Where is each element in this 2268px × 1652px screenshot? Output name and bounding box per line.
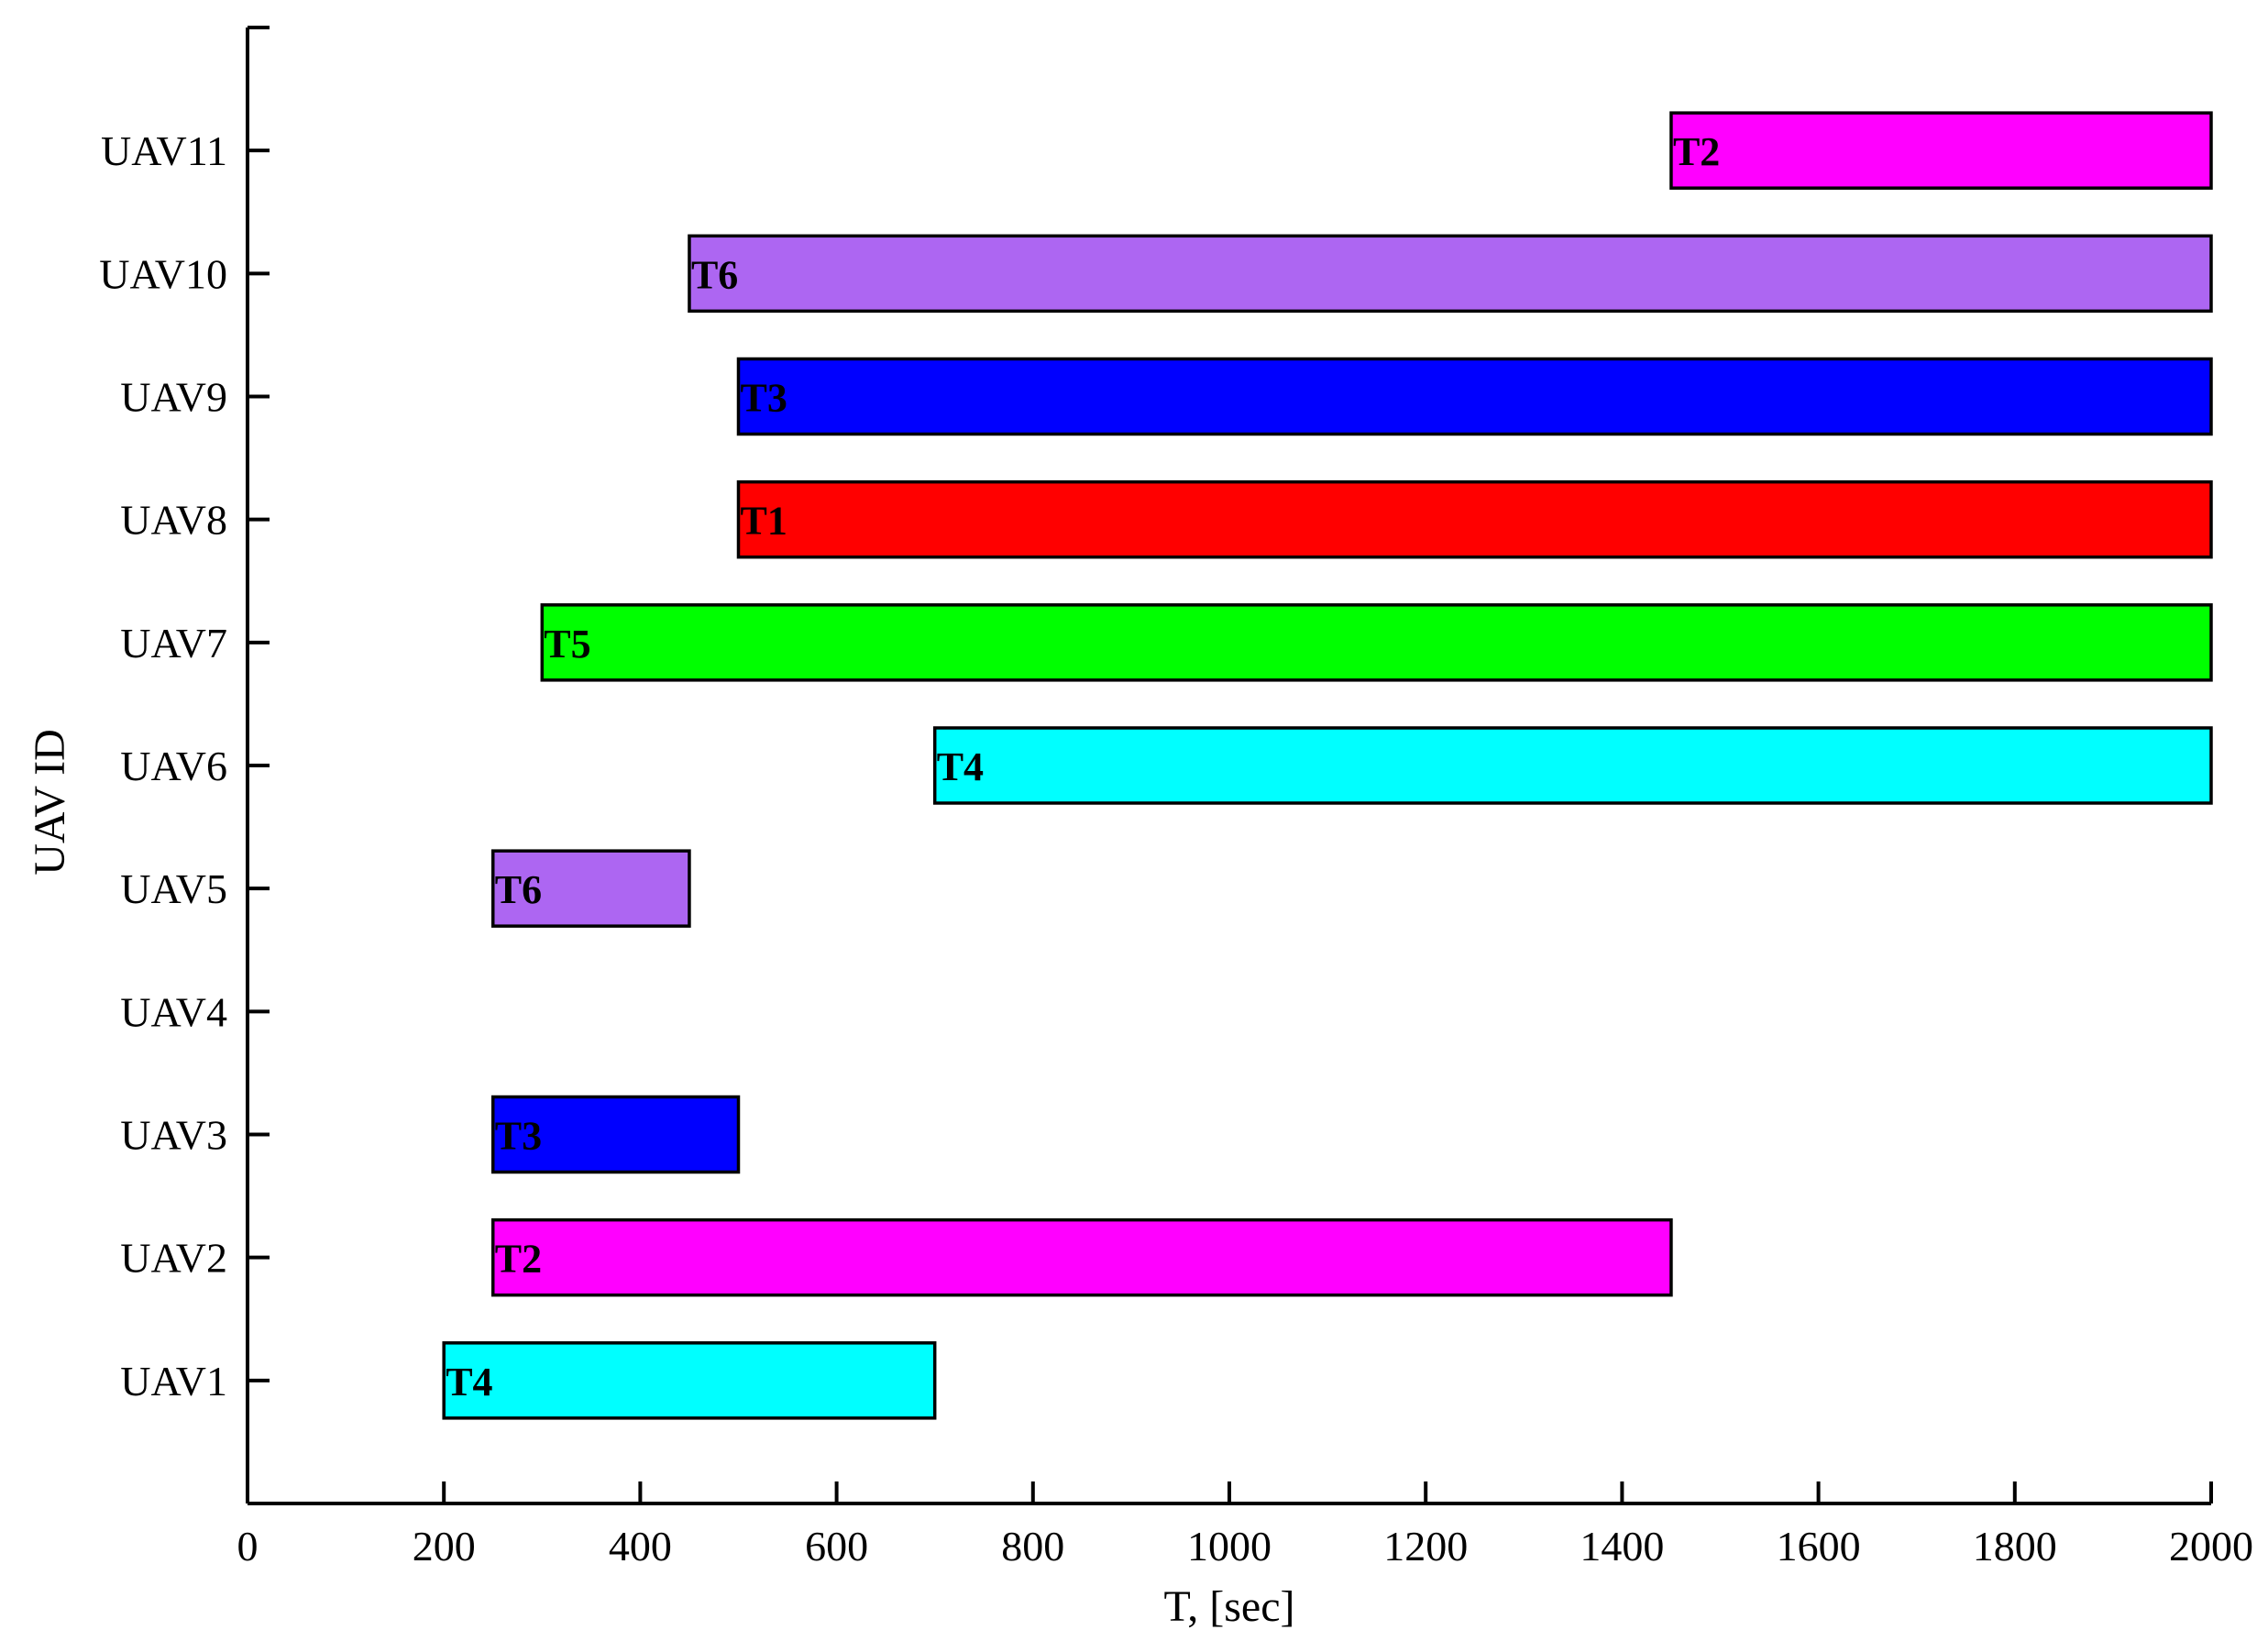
bar-label-uav2: T2 — [495, 1237, 542, 1282]
x-axis-title: T, [sec] — [1163, 1582, 1294, 1631]
bar-uav3 — [491, 1095, 741, 1174]
bar-uav10 — [688, 234, 2213, 314]
y-tick-label: UAV7 — [120, 620, 227, 666]
y-tick-label: UAV2 — [120, 1235, 227, 1282]
bar-label-uav8: T1 — [741, 499, 787, 544]
x-tick-label: 800 — [1001, 1523, 1064, 1569]
bar-label-uav3: T3 — [495, 1114, 542, 1159]
bar-uav9 — [736, 357, 2213, 436]
x-ticks: 0 200 400 600 800 1000 1200 1400 1600 1800 2000 — [237, 1481, 2253, 1569]
x-tick-label: 1200 — [1383, 1523, 1468, 1569]
bar-uav7 — [540, 603, 2213, 682]
y-tick-label: UAV9 — [120, 374, 227, 421]
bar-label-uav9: T3 — [741, 376, 787, 421]
y-tick-label: UAV11 — [101, 127, 227, 174]
y-ticks: UAV1 UAV2 UAV3 UAV4 UAV5 UAV6 UAV7 UAV8 UAV9 UAV1… — [99, 127, 270, 1404]
bars-layer: T4 T2 T3 T6 T4 T5 T1 T3 T6 T2 — [442, 111, 2213, 1420]
y-tick-label: UAV10 — [99, 250, 227, 297]
bar-uav8 — [736, 479, 2213, 559]
y-tick-label: UAV6 — [120, 743, 227, 789]
bar-label-uav10: T6 — [691, 252, 738, 297]
bar-label-uav6: T4 — [937, 744, 984, 789]
bar-label-uav1: T4 — [446, 1360, 492, 1404]
y-tick-label: UAV5 — [120, 865, 227, 912]
x-tick-label: 1400 — [1580, 1523, 1664, 1569]
bar-uav5 — [491, 849, 691, 928]
bar-uav2 — [491, 1217, 1673, 1297]
bar-uav11 — [1669, 111, 2213, 190]
bar-label-uav7: T5 — [544, 622, 590, 666]
x-tick-label: 200 — [413, 1523, 476, 1569]
x-tick-label: 1600 — [1777, 1523, 1861, 1569]
x-tick-label: 400 — [609, 1523, 672, 1569]
y-tick-label: UAV1 — [120, 1358, 227, 1404]
x-tick-label: 2000 — [2169, 1523, 2253, 1569]
x-tick-label: 1000 — [1187, 1523, 1272, 1569]
y-tick-label: UAV3 — [120, 1112, 227, 1159]
bar-uav6 — [932, 726, 2213, 805]
x-tick-label: 600 — [805, 1523, 868, 1569]
y-axis-title: UAV ID — [26, 729, 74, 876]
bar-label-uav11: T2 — [1673, 129, 1720, 174]
y-tick-label: UAV8 — [120, 497, 227, 544]
bar-uav1 — [442, 1341, 937, 1420]
y-tick-label: UAV4 — [120, 988, 227, 1035]
bar-label-uav5: T6 — [495, 867, 542, 912]
x-tick-label: 0 — [237, 1523, 259, 1569]
x-tick-label: 1800 — [1973, 1523, 2057, 1569]
